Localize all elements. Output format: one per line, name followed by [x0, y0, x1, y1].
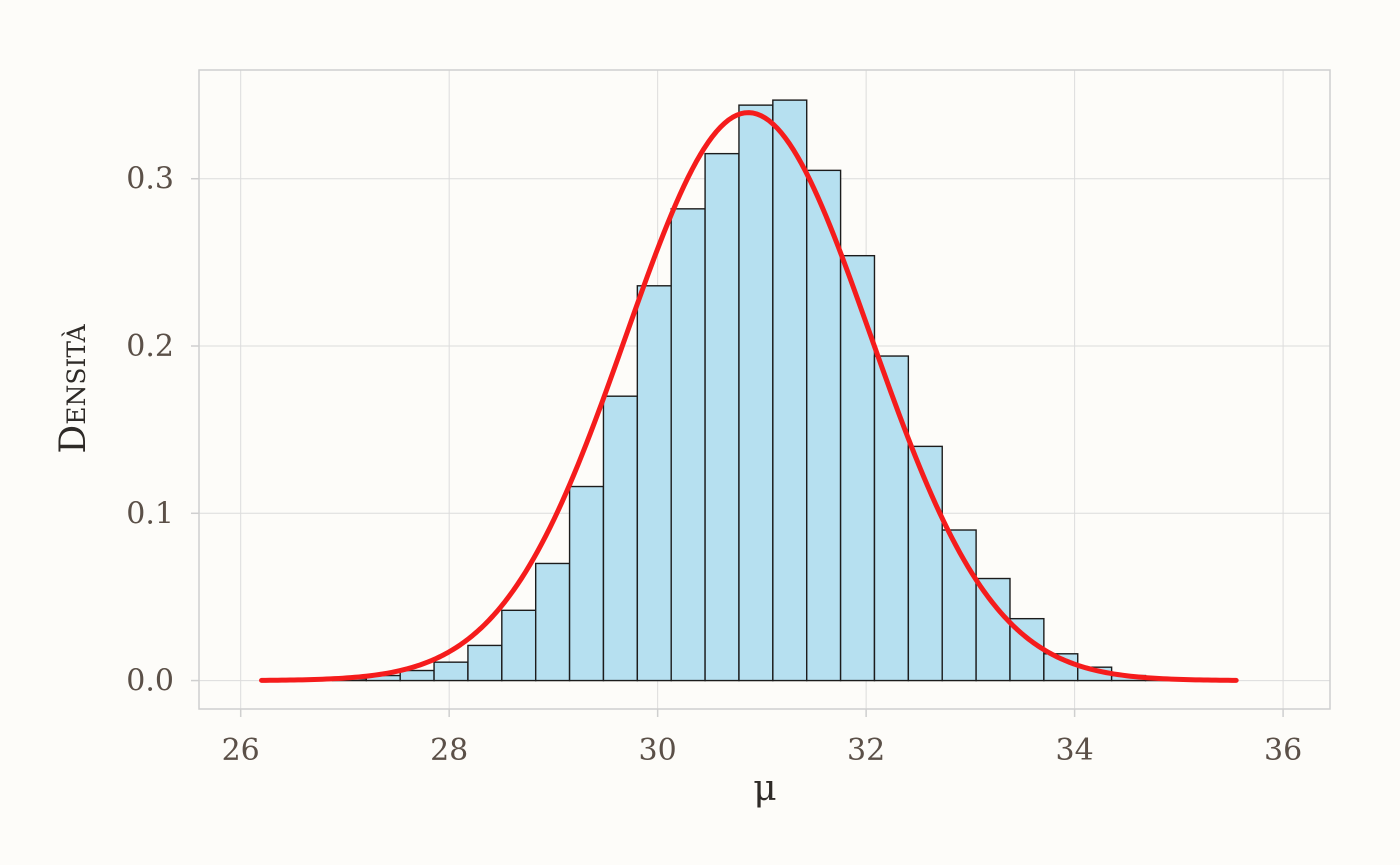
density-curve [259, 110, 1239, 683]
histogram-bar [873, 355, 910, 682]
x-tick-label: 36 [1264, 733, 1302, 768]
x-tick-label: 26 [222, 733, 260, 768]
y-tick-label: 0.0 [126, 664, 174, 699]
histogram-bar [602, 395, 639, 682]
panel-border [198, 69, 1331, 710]
histogram-bar [433, 661, 469, 682]
x-tick-label: 28 [430, 733, 468, 768]
histogram-bars [331, 99, 1214, 682]
histogram-bar [568, 485, 605, 682]
x-axis-ticks: 26 28 30 32 34 36 [222, 709, 1302, 768]
y-tick-label: 0.1 [126, 496, 174, 531]
histogram-bar [636, 285, 672, 682]
y-axis-ticks: 0.0 0.1 0.2 0.3 [126, 162, 199, 699]
density-curve-layer [259, 110, 1239, 683]
histogram-bar [501, 609, 537, 682]
y-axis-title: Densità [53, 323, 94, 453]
histogram-bar [399, 669, 435, 682]
histogram-bar [704, 152, 740, 682]
histogram-bar [670, 208, 706, 682]
x-axis-title: μ [753, 768, 776, 809]
histogram-bar [839, 254, 876, 682]
histogram-bar [738, 104, 774, 682]
x-tick-label: 32 [847, 733, 885, 768]
y-tick-label: 0.3 [126, 162, 174, 197]
histogram-bar [534, 562, 571, 682]
histogram-bar [467, 644, 503, 682]
histogram-bar [975, 577, 1011, 682]
y-tick-label: 0.2 [126, 329, 174, 364]
x-tick-label: 34 [1056, 733, 1094, 768]
histogram-bar [806, 169, 842, 682]
x-tick-label: 30 [639, 733, 677, 768]
histogram-bar [772, 99, 808, 682]
